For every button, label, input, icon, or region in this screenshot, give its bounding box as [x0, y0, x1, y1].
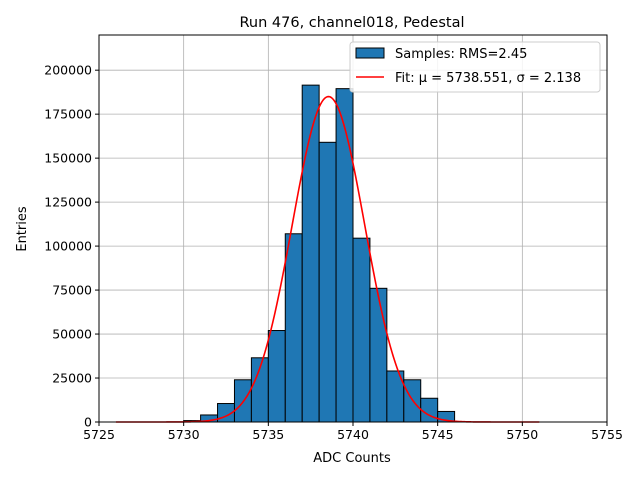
legend-samples-label: Samples: RMS=2.45: [395, 47, 527, 62]
x-tick-label: 5755: [591, 427, 623, 442]
y-tick-label: 200000: [44, 63, 92, 78]
x-tick-label: 5745: [422, 427, 454, 442]
x-tick-label: 5735: [252, 427, 284, 442]
y-axis-label: Entries: [15, 206, 30, 252]
y-axis-ticks: 0 25000 50000 75000 100000 125000 150000 175000…: [44, 63, 99, 430]
legend-fit-label: Fit: μ = 5738.551, σ = 2.138: [395, 71, 581, 86]
chart-title: Run 476, channel018, Pedestal: [239, 15, 464, 31]
y-tick-label: 75000: [52, 283, 92, 298]
x-tick-label: 5750: [506, 427, 538, 442]
legend-bar-swatch: [355, 47, 385, 59]
y-tick-label: 25000: [52, 371, 92, 386]
histogram-bar: [284, 233, 303, 423]
bars: [183, 84, 456, 423]
histogram-bar: [267, 330, 286, 423]
y-tick-label: 125000: [44, 195, 92, 210]
histogram-bar: [369, 287, 388, 423]
x-axis-ticks: 5725 5730 5735 5740 5745 5750 5755: [83, 422, 623, 442]
histogram-bar: [352, 237, 371, 423]
y-tick-label: 150000: [44, 151, 92, 166]
x-tick-label: 5730: [168, 427, 200, 442]
y-tick-label: 50000: [52, 327, 92, 342]
y-tick-label: 175000: [44, 107, 92, 122]
histogram-bar: [318, 141, 337, 423]
x-tick-label: 5725: [83, 427, 115, 442]
histogram-bar: [335, 88, 354, 423]
x-axis-label: ADC Counts: [313, 451, 391, 466]
x-tick-label: 5740: [337, 427, 369, 442]
y-tick-label: 100000: [44, 239, 92, 254]
y-tick-label: 0: [84, 415, 92, 430]
legend: Samples: RMS=2.45 Fit: μ = 5738.551, σ =…: [349, 41, 601, 93]
